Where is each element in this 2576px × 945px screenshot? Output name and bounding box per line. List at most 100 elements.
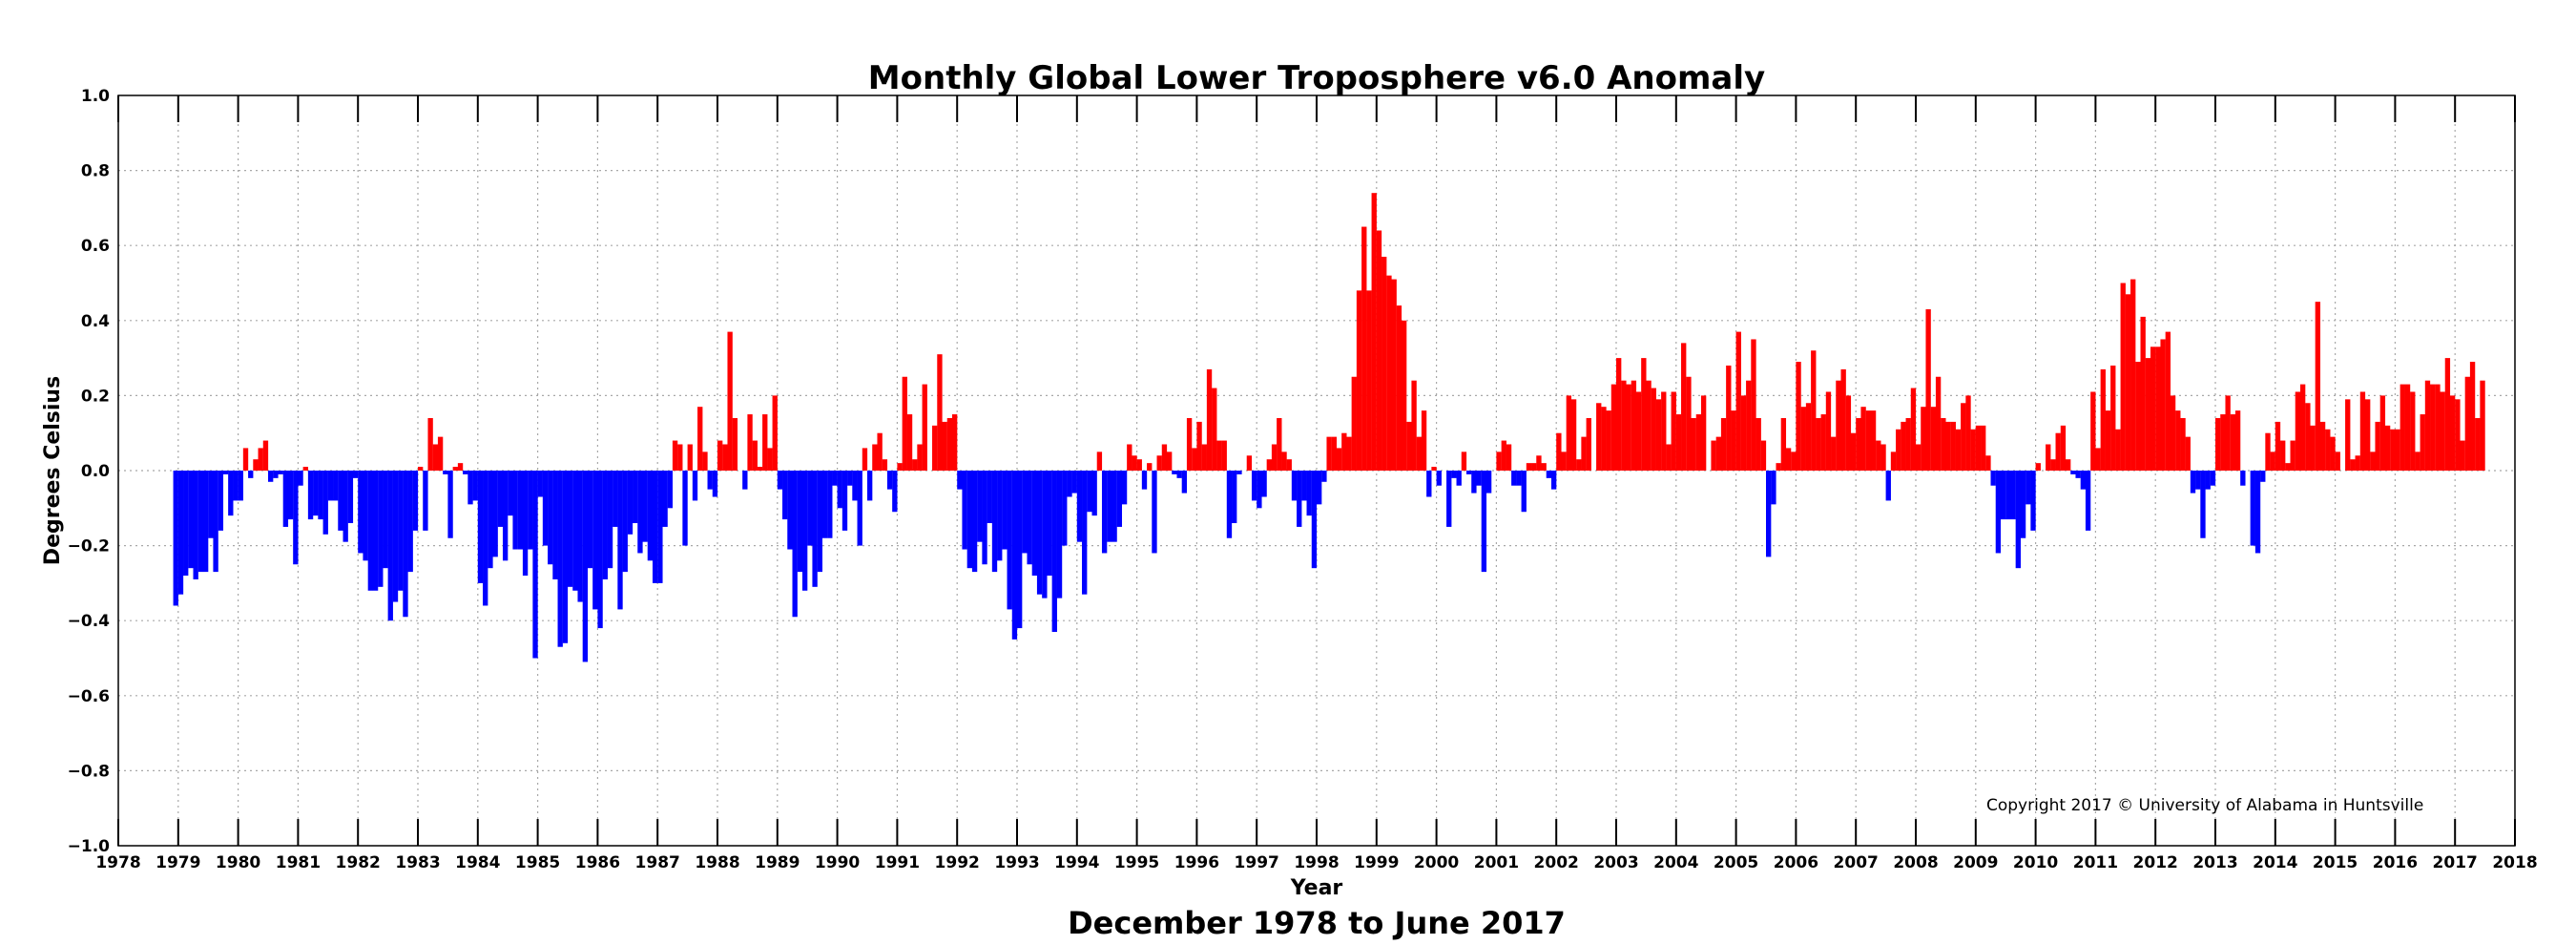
anomaly-bar	[218, 471, 224, 531]
anomaly-bar	[1945, 421, 1951, 471]
anomaly-bar	[1621, 380, 1627, 471]
anomaly-bar	[742, 471, 748, 490]
anomaly-bar	[1196, 421, 1202, 471]
y-tick-label: 0.6	[81, 237, 110, 256]
anomaly-bar	[1416, 436, 1423, 471]
anomaly-bar	[1212, 388, 1217, 471]
anomaly-bar	[1297, 471, 1302, 527]
anomaly-bar	[707, 471, 713, 490]
anomaly-bar	[1651, 388, 1656, 471]
x-tick-label: 1980	[216, 853, 260, 872]
anomaly-bar	[1675, 414, 1682, 471]
anomaly-bar	[472, 471, 478, 501]
y-tick-label: −0.4	[68, 612, 111, 631]
anomaly-bar	[1916, 444, 1922, 471]
anomaly-bar	[367, 471, 374, 591]
x-tick-label: 2011	[2073, 853, 2118, 872]
anomaly-bar	[522, 471, 529, 577]
anomaly-bar	[1985, 455, 1991, 471]
anomaly-bar	[1511, 471, 1517, 486]
anomaly-bar	[2140, 316, 2146, 471]
anomaly-bar	[1376, 230, 1382, 471]
anomaly-bar	[1896, 429, 1901, 471]
anomaly-bar	[1426, 471, 1432, 497]
anomaly-bar	[1581, 436, 1587, 471]
anomaly-bar	[1850, 432, 1857, 471]
anomaly-bar	[483, 471, 488, 606]
anomaly-bar	[2145, 358, 2151, 471]
anomaly-bar	[627, 471, 634, 535]
anomaly-bar	[1087, 471, 1092, 513]
anomaly-bar	[1880, 444, 1886, 471]
x-tick-label: 1993	[994, 853, 1039, 872]
anomaly-bar	[617, 471, 623, 610]
anomaly-bar	[2005, 471, 2011, 520]
anomaly-bar	[932, 425, 938, 471]
anomaly-bar	[1536, 455, 1542, 471]
anomaly-bar	[1586, 417, 1591, 471]
anomaly-bar	[378, 471, 384, 587]
anomaly-bar	[1950, 421, 1956, 471]
anomaly-bar	[1082, 471, 1088, 595]
anomaly-bar	[2155, 346, 2161, 471]
anomaly-bar	[2395, 429, 2400, 471]
anomaly-bar	[1921, 407, 1926, 471]
x-tick-label: 1985	[515, 853, 560, 872]
anomaly-bar	[1411, 380, 1417, 471]
anomaly-bar	[1246, 455, 1253, 471]
anomaly-bar	[902, 376, 907, 471]
anomaly-bar	[2055, 432, 2061, 471]
x-tick-label: 2005	[1714, 853, 1758, 872]
anomaly-bar	[1002, 471, 1008, 550]
anomaly-bar	[2265, 432, 2271, 471]
anomaly-bar	[1366, 290, 1372, 471]
anomaly-bar	[1870, 410, 1877, 471]
anomaly-bar	[2066, 459, 2071, 471]
anomaly-bar	[767, 448, 773, 471]
anomaly-bar	[1007, 471, 1012, 610]
copyright-note: Copyright 2017 © University of Alabama i…	[1986, 796, 2423, 815]
anomaly-bar	[2060, 425, 2067, 471]
x-tick-label: 1978	[95, 853, 140, 872]
anomaly-bar	[1127, 444, 1132, 471]
y-tick-label: 0.0	[81, 462, 110, 481]
anomaly-bar	[1961, 403, 1966, 471]
anomaly-bar	[1995, 471, 2002, 554]
anomaly-bar	[177, 471, 184, 595]
anomaly-bar	[333, 471, 339, 501]
anomaly-bar	[2444, 358, 2451, 471]
anomaly-bar	[2370, 452, 2376, 471]
anomaly-bar	[1301, 471, 1307, 501]
date-range-caption: December 1978 to June 2017	[1068, 905, 1566, 941]
anomaly-bar	[732, 417, 738, 471]
anomaly-bar	[1047, 471, 1052, 577]
anomaly-bar	[548, 471, 553, 565]
anomaly-bar	[258, 448, 263, 471]
anomaly-bar	[363, 471, 368, 561]
anomaly-bar	[2375, 421, 2380, 471]
anomaly-bar	[2030, 471, 2036, 531]
y-tick-label: −0.2	[68, 537, 110, 556]
anomaly-bar	[2384, 425, 2391, 471]
anomaly-bar	[2275, 421, 2281, 471]
x-tick-label: 1988	[695, 853, 739, 872]
anomaly-bar	[2319, 421, 2326, 471]
anomaly-bar	[2315, 302, 2321, 471]
anomaly-bar	[1286, 459, 1292, 471]
y-tick-label: −0.6	[68, 687, 110, 706]
anomaly-bar	[202, 471, 209, 573]
anomaly-bar	[443, 471, 448, 474]
anomaly-bar	[837, 471, 842, 509]
anomaly-bar	[463, 471, 468, 474]
anomaly-bar	[2110, 365, 2116, 471]
anomaly-bar	[2410, 391, 2416, 471]
anomaly-bar	[922, 384, 927, 471]
anomaly-bar	[1780, 417, 1787, 471]
x-tick-label: 2014	[2253, 853, 2297, 872]
x-tick-label: 1999	[1354, 853, 1399, 872]
anomaly-bar	[1071, 471, 1077, 494]
anomaly-bar	[467, 471, 473, 505]
anomaly-bar	[977, 471, 983, 542]
anomaly-bar	[2325, 429, 2331, 471]
anomaly-bar	[383, 471, 388, 569]
